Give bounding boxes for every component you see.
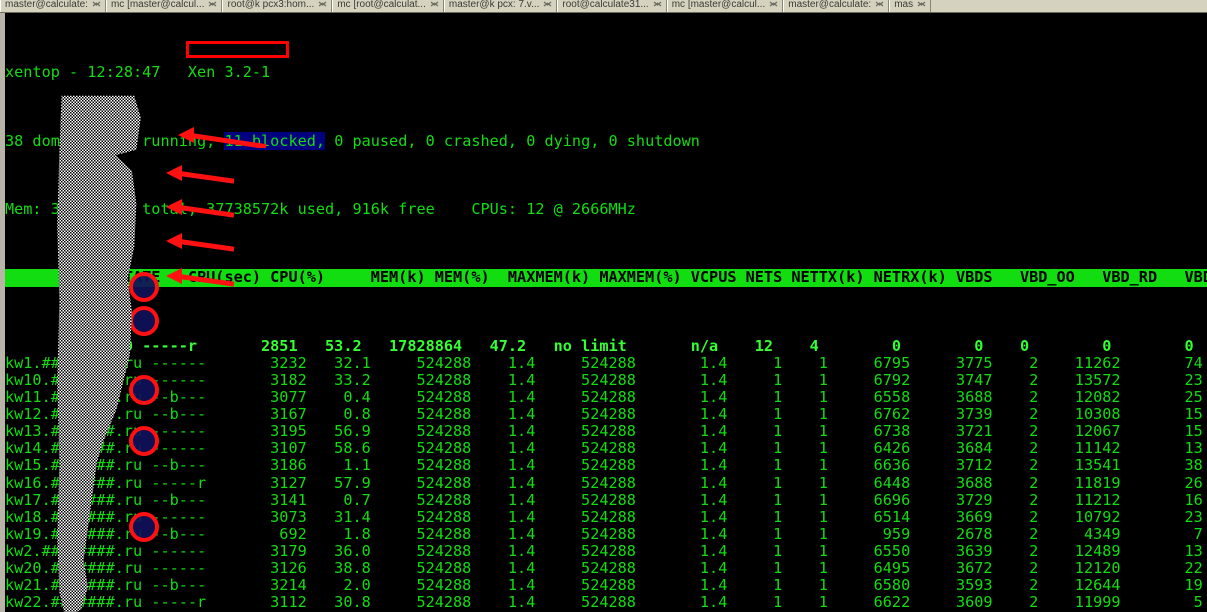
terminal-scrollbar[interactable] — [0, 13, 6, 612]
window-tab-7[interactable]: master@calculate: — [783, 0, 890, 12]
close-icon[interactable] — [543, 0, 552, 9]
close-icon[interactable] — [769, 0, 778, 9]
window-tab-1[interactable]: mc [master@calcul... — [105, 0, 223, 12]
close-icon[interactable] — [917, 0, 926, 9]
window-tab-5[interactable]: root@calculate31... — [557, 0, 667, 12]
table-row[interactable]: kw2.########.ru ------ 3179 36.0 524288 … — [5, 541, 1203, 560]
window-tab-label: master@k pcx: 7.v... — [448, 0, 540, 10]
close-icon[interactable] — [430, 0, 439, 9]
window-tab-label: master@calculate: — [788, 0, 872, 10]
table-row[interactable]: kw19.#######.ru --b--- 692 1.8 524288 1.… — [5, 524, 1203, 543]
pointer-arrow-3 — [166, 233, 235, 252]
window-tab-label: root@calculate31... — [562, 0, 649, 10]
table-row[interactable]: Domain-0 -----r 2851 53.2 17828864 47.2 … — [59, 336, 1194, 355]
table-row[interactable]: kw21.#######.ru --b--- 3214 2.0 524288 1… — [5, 576, 1203, 595]
pointer-arrow-4 — [166, 268, 235, 287]
pointer-arrow-0 — [178, 127, 267, 148]
close-icon[interactable] — [208, 0, 217, 9]
window-tab-8[interactable]: mas — [889, 0, 932, 12]
pointer-arrow-1 — [166, 165, 235, 184]
window-tab-bar[interactable]: master@calculate: mc [master@calcul... roo… — [0, 0, 1207, 13]
table-row[interactable]: kw15.#######.ru --b--- 3186 1.1 524288 1… — [5, 456, 1203, 475]
pointer-arrow-2 — [166, 199, 235, 218]
window-tab-label: mas — [894, 0, 914, 10]
window-tab-label: mc [master@calcul... — [671, 0, 766, 10]
table-row[interactable]: kw22.#######.ru -----r 3112 30.8 524288 … — [5, 593, 1203, 612]
window-tab-6[interactable]: mc [master@calcul... — [666, 0, 784, 12]
table-row[interactable]: kw12.#######.ru --b--- 3167 0.8 524288 1… — [5, 405, 1203, 424]
terminal-window[interactable]: xentop - 12:28:47 Xen 3.2-1 38 domains: … — [0, 13, 1207, 612]
table-row[interactable]: kw17.#######.ru --b--- 3141 0.7 524288 1… — [5, 490, 1203, 509]
table-row[interactable]: kw11.#######.ru --b--- 3077 0.4 524288 1… — [5, 388, 1203, 407]
window-tab-2[interactable]: root@k pcx3:hom... — [222, 0, 333, 12]
window-tab-3[interactable]: mc [root@calculat... — [332, 0, 444, 12]
window-tab-label: master@calculate: — [5, 0, 88, 10]
table-row[interactable]: kw20.#######.ru ------ 3126 38.8 524288 … — [5, 559, 1203, 577]
window-tab-4[interactable]: master@k pcx: 7.v... — [443, 0, 558, 12]
close-icon[interactable] — [875, 0, 884, 9]
xentop-title-line: xentop - 12:28:47 Xen 3.2-1 — [5, 63, 271, 82]
column-header-row: NAME STATE CPU(sec) CPU(%) MEM(k) MEM(%)… — [5, 268, 1207, 287]
window-tab-label: mc [root@calculat... — [337, 0, 426, 10]
table-row[interactable]: kw1.########.ru ------ 3232 32.1 524288 … — [5, 353, 1203, 372]
close-icon[interactable] — [653, 0, 662, 9]
window-tab-label: mc [master@calcul... — [110, 0, 205, 10]
window-tab-label: root@k pcx3:hom... — [227, 0, 315, 10]
xentop-screen: xentop - 12:28:47 Xen 3.2-1 38 domains: … — [5, 13, 1207, 612]
close-icon[interactable] — [318, 0, 327, 9]
column-headers: NAME STATE CPU(sec) CPU(%) MEM(k) MEM(%)… — [5, 268, 1207, 287]
window-tab-0[interactable]: master@calculate: — [0, 0, 106, 12]
table-row[interactable]: kw13.#######.ru ------ 3195 56.9 524288 … — [5, 422, 1203, 441]
table-row[interactable]: kw16.#######.ru -----r 3127 57.9 524288 … — [5, 473, 1203, 492]
table-row[interactable]: kw18.#######.ru ------ 3073 31.4 524288 … — [5, 507, 1203, 526]
domain-table-body: Domain-0 -----r 2851 53.2 17828864 47.2 … — [5, 336, 1207, 612]
table-row[interactable]: kw14.#######.ru ------ 3107 58.6 524288 … — [5, 439, 1203, 458]
domain-summary-suffix: 0 paused, 0 crashed, 0 dying, 0 shutdown — [325, 131, 700, 150]
close-icon[interactable] — [92, 0, 101, 9]
table-row[interactable]: kw10.#######.ru ------ 3182 33.2 524288 … — [5, 370, 1203, 389]
